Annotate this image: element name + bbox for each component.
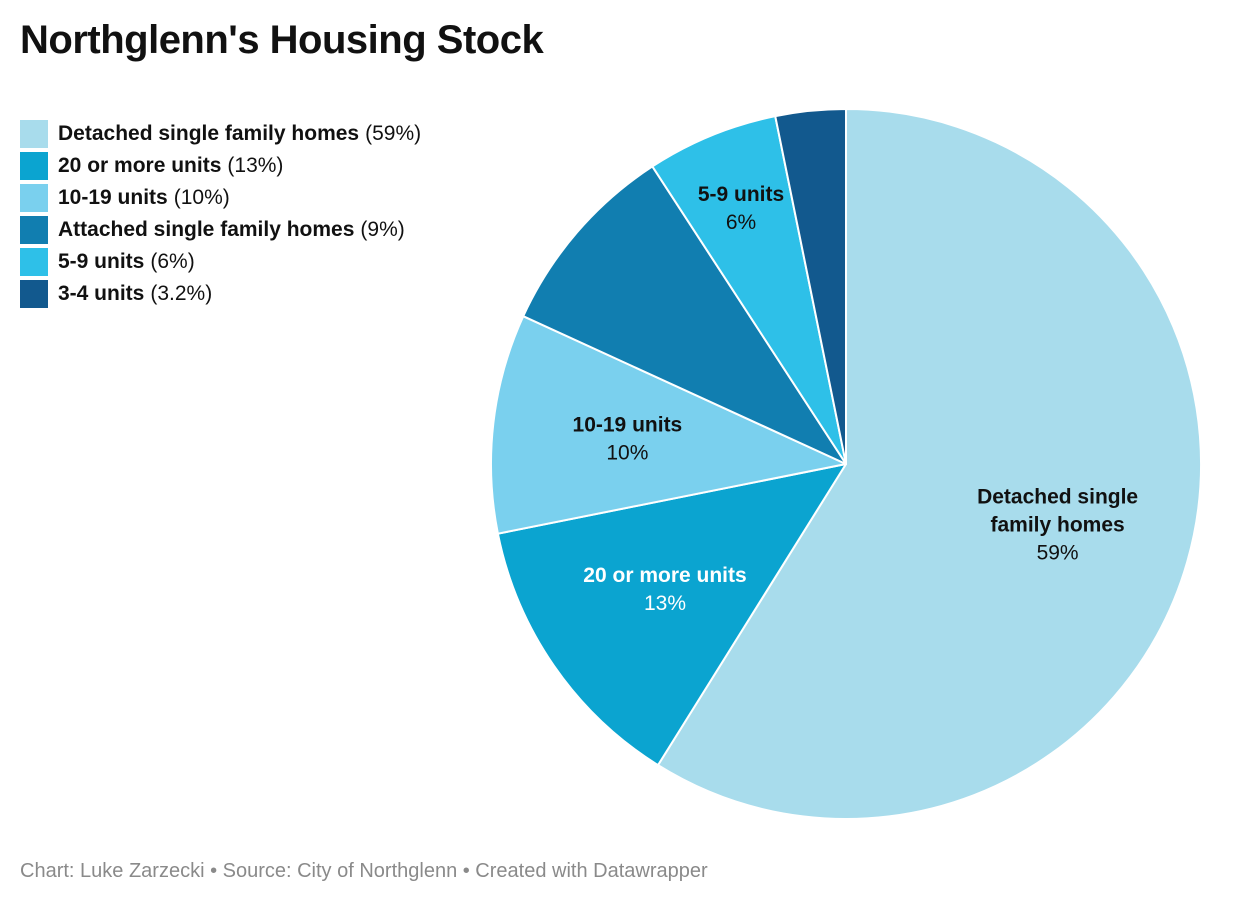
pie-slice xyxy=(651,115,847,465)
legend-item: 10-19 units (10%) xyxy=(20,182,421,214)
legend-item: 5-9 units (6%) xyxy=(20,246,421,278)
legend-swatch xyxy=(20,184,48,212)
slice-label-name: 10-19 units xyxy=(573,414,683,437)
legend-swatch xyxy=(20,120,48,148)
legend-swatch xyxy=(20,248,48,276)
slice-label-name: Detached single xyxy=(977,486,1138,509)
slice-label-name: 20 or more units xyxy=(583,564,746,587)
chart-title: Northglenn's Housing Stock xyxy=(20,18,544,62)
legend-item: 3-4 units (3.2%) xyxy=(20,278,421,310)
slice-label: 5-9 units 6% xyxy=(698,183,784,234)
chart-footer: Chart: Luke Zarzecki • Source: City of N… xyxy=(20,860,708,882)
pie-slice xyxy=(774,108,847,465)
legend-percent: (9%) xyxy=(360,218,405,241)
legend-label: 5-9 units xyxy=(58,250,145,273)
legend-label: Attached single family homes xyxy=(58,218,355,241)
legend-percent: (59%) xyxy=(365,122,422,145)
pie-slice xyxy=(522,165,847,465)
pie-slice xyxy=(490,315,847,535)
legend-label: 3-4 units xyxy=(58,282,145,305)
slice-label-name: family homes xyxy=(990,514,1124,537)
pie-slice xyxy=(657,108,1202,820)
legend-swatch xyxy=(20,152,48,180)
legend-label: 20 or more units xyxy=(58,154,222,177)
legend-percent: (10%) xyxy=(173,186,230,209)
slice-label-value: 10% xyxy=(606,442,648,465)
slice-label-value: 6% xyxy=(726,211,756,234)
slice-label: 10-19 units 10% xyxy=(573,414,683,465)
slice-label-value: 13% xyxy=(644,592,686,615)
legend-percent: (13%) xyxy=(227,154,284,177)
pie-slices xyxy=(490,108,1202,820)
legend-swatch xyxy=(20,280,48,308)
slice-label: 20 or more units 13% xyxy=(583,564,746,615)
legend-label: Detached single family homes xyxy=(58,122,360,145)
chart-legend: Detached single family homes (59%) 20 or m… xyxy=(20,118,421,310)
legend-item: 20 or more units (13%) xyxy=(20,150,421,182)
legend-item: Detached single family homes (59%) xyxy=(20,118,421,150)
legend-percent: (6%) xyxy=(150,250,195,273)
pie-slice xyxy=(496,463,847,767)
pie-labels: Detached single family homes 59% 20 or more… xyxy=(573,183,1139,615)
slice-label: Detached single family homes 59% xyxy=(977,486,1138,565)
slice-label-name: 5-9 units xyxy=(698,183,784,206)
legend-percent: (3.2%) xyxy=(150,282,213,305)
legend-item: Attached single family homes (9%) xyxy=(20,214,421,246)
legend-swatch xyxy=(20,216,48,244)
slice-label-value: 59% xyxy=(1037,542,1079,565)
legend-label: 10-19 units xyxy=(58,186,168,209)
